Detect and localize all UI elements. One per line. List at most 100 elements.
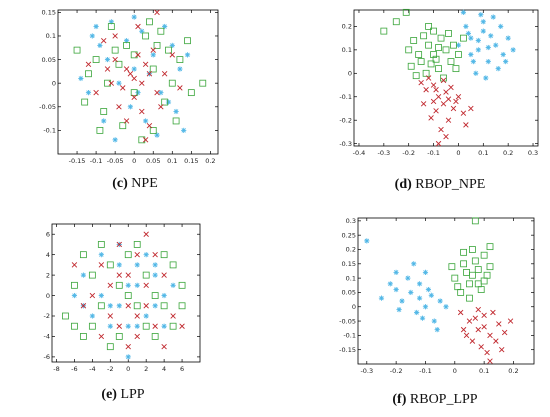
star-stroke	[481, 28, 486, 34]
star-stroke	[161, 324, 167, 329]
y-tick-label: -0.05	[339, 317, 356, 325]
data-point-x-red	[435, 140, 442, 147]
data-point-x-red	[438, 126, 444, 133]
data-point-x-red	[125, 303, 131, 309]
star-stroke	[105, 57, 110, 62]
data-point-x-red	[127, 71, 134, 77]
x-tick-label: -4	[89, 365, 95, 373]
data-point-x-red	[443, 133, 449, 140]
star-stroke	[135, 90, 141, 95]
data-point-star-blue	[123, 38, 130, 44]
x-stroke	[475, 326, 481, 333]
data-point-square-green	[447, 58, 455, 65]
data-point-star-blue	[417, 295, 423, 301]
x-stroke	[423, 87, 429, 93]
data-point-star-blue	[465, 30, 471, 37]
data-point-star-blue	[134, 262, 140, 268]
data-point-square-green	[442, 46, 450, 54]
data-point-square-green	[392, 18, 400, 26]
data-point-x-red	[463, 122, 469, 128]
star-stroke	[411, 261, 416, 267]
data-point-star-blue	[78, 75, 84, 82]
data-point-star-blue	[393, 286, 399, 293]
data-point-square-green	[100, 108, 108, 115]
data-point-square-green	[435, 65, 442, 73]
data-point-star-blue	[143, 118, 149, 124]
star-stroke	[152, 262, 158, 268]
star-stroke	[152, 272, 158, 278]
x-stroke	[425, 75, 432, 81]
data-point-x-red	[460, 326, 467, 333]
data-point-square-green	[85, 70, 92, 78]
data-point-x-red	[143, 282, 149, 289]
data-point-square-green	[430, 27, 437, 35]
data-point-square-green	[124, 292, 132, 299]
data-point-star-blue	[165, 99, 172, 105]
x-stroke	[158, 104, 164, 110]
data-point-star-blue	[161, 323, 167, 329]
data-point-x-red	[433, 87, 439, 93]
data-point-square-green	[81, 98, 89, 106]
star-stroke	[456, 42, 461, 48]
data-point-star-blue	[134, 282, 140, 288]
x-tick-label: 0	[126, 365, 130, 373]
data-point-star-blue	[443, 304, 449, 310]
x-stroke	[135, 23, 141, 30]
x-stroke	[501, 329, 508, 336]
data-point-x-red	[430, 98, 437, 105]
data-point-x-red	[143, 303, 149, 309]
x-stroke	[443, 133, 449, 140]
star-stroke	[420, 315, 425, 321]
x-stroke	[179, 323, 185, 329]
data-point-star-blue	[478, 12, 484, 18]
star-stroke	[432, 318, 437, 324]
data-point-star-blue	[414, 309, 420, 316]
data-point-x-red	[435, 94, 442, 100]
x-stroke	[445, 117, 452, 123]
data-point-x-red	[499, 346, 505, 353]
data-point-star-blue	[131, 14, 137, 20]
data-point-square-green	[97, 241, 105, 248]
data-point-square-green	[71, 281, 78, 289]
data-point-x-red	[139, 108, 145, 115]
star-stroke	[426, 287, 431, 292]
data-point-star-blue	[161, 292, 167, 299]
data-point-x-red	[134, 333, 140, 340]
data-point-x-red	[107, 313, 114, 319]
data-point-square-green	[151, 333, 159, 340]
data-point-square-green	[79, 333, 87, 340]
data-point-x-red	[98, 333, 105, 340]
x-stroke	[484, 349, 490, 356]
data-point-x-red	[120, 85, 126, 91]
x-tick-label: 0.2	[503, 149, 513, 157]
star-stroke	[108, 324, 113, 329]
star-stroke	[364, 238, 370, 244]
x-stroke	[463, 332, 470, 339]
data-point-square-green	[123, 42, 130, 49]
y-tick-label: 4	[46, 251, 50, 259]
x-stroke	[143, 282, 149, 289]
data-point-star-blue	[498, 23, 504, 30]
data-point-x-red	[134, 313, 140, 319]
data-point-star-blue	[460, 9, 467, 15]
x-tick-label: -0.1	[90, 157, 103, 165]
data-point-x-red	[116, 272, 122, 278]
data-point-star-blue	[405, 275, 411, 281]
data-point-square-green	[176, 56, 184, 63]
star-stroke	[109, 19, 114, 25]
x-stroke	[80, 303, 87, 309]
x-stroke	[134, 333, 140, 340]
data-point-square-green	[149, 65, 157, 73]
star-stroke	[117, 262, 122, 268]
x-stroke	[134, 313, 140, 319]
data-point-x-red	[478, 344, 484, 350]
data-point-square-green	[142, 271, 150, 279]
data-point-star-blue	[71, 292, 78, 299]
data-point-star-blue	[411, 261, 417, 267]
x-stroke	[428, 115, 434, 121]
x-stroke	[161, 272, 167, 278]
data-point-star-blue	[500, 51, 506, 58]
data-point-square-green	[178, 281, 186, 289]
data-point-x-red	[135, 52, 141, 58]
